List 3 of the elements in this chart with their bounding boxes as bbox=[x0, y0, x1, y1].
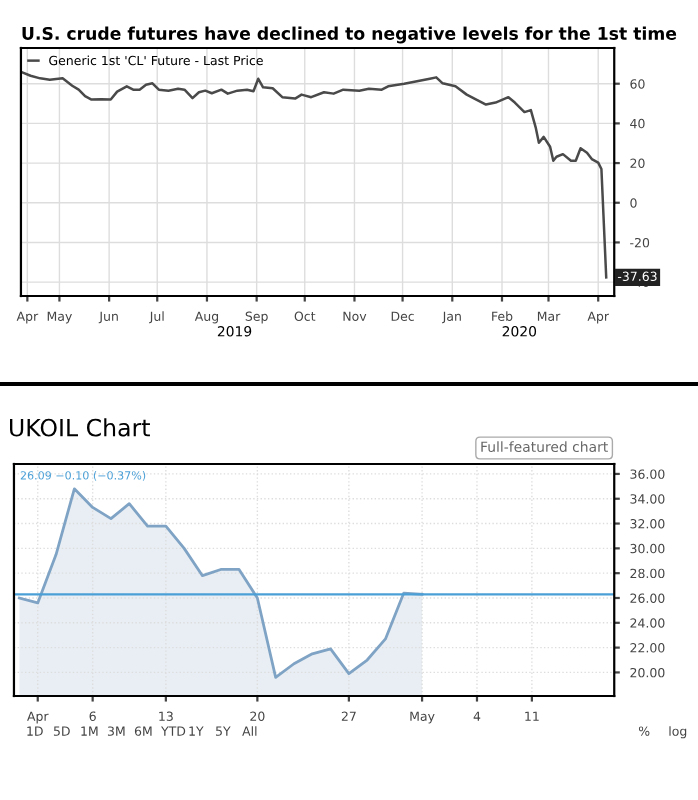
chart-title: UKOIL Chart bbox=[10, 418, 150, 437]
line-series bbox=[20, 70, 608, 279]
chart-title: U.S. crude futures have declined to negative levels for the 1st time bbox=[22, 26, 677, 44]
